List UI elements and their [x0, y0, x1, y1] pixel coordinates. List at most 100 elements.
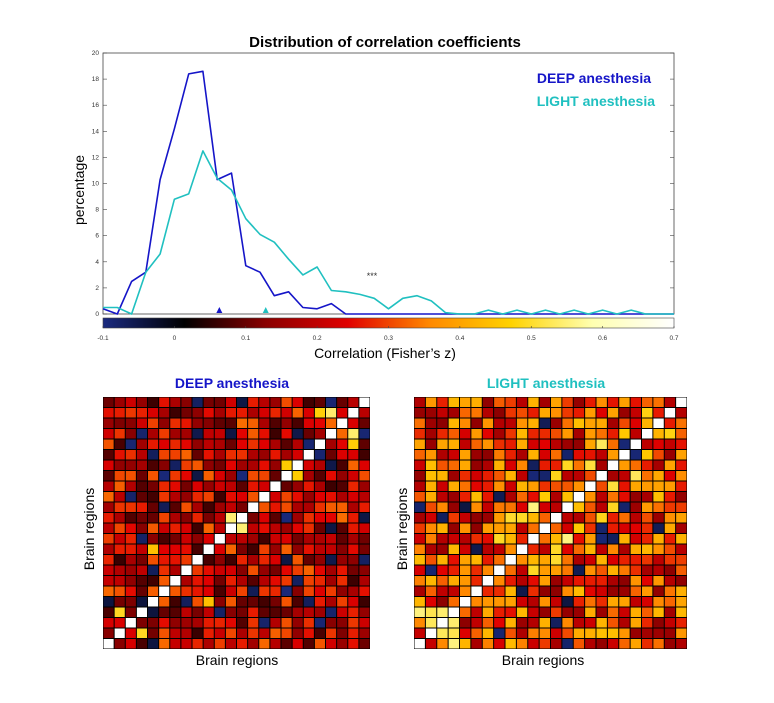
heatmap-cell	[114, 513, 125, 523]
heatmap-cell	[237, 628, 248, 638]
heatmap-cell	[314, 534, 326, 544]
heatmap-cell	[203, 565, 214, 575]
heatmap-cell	[125, 639, 136, 649]
heatmap-cell	[136, 639, 148, 649]
heatmap-cell	[664, 418, 676, 428]
heatmap-cell	[114, 576, 125, 586]
heatmap-cell	[337, 481, 348, 491]
heatmap-cell	[505, 597, 516, 607]
heatmap-cell	[170, 565, 181, 575]
heatmap-cell	[630, 639, 642, 649]
heatmap-cell	[214, 565, 225, 575]
heatmap-cell	[573, 576, 585, 586]
heatmap-diagonal-cell	[136, 607, 148, 617]
heatmap-cell	[114, 502, 125, 512]
heatmap-cell	[248, 628, 259, 638]
heatmap-cell	[676, 555, 687, 565]
heatmap-cell	[562, 597, 573, 607]
heatmap-cell	[270, 439, 281, 449]
heatmap-cell	[114, 534, 125, 544]
heatmap-cell	[103, 397, 114, 407]
heatmap-cell	[528, 408, 539, 418]
heatmap-cell	[630, 471, 642, 481]
heatmap-cell	[114, 586, 125, 596]
heatmap-cell	[181, 450, 192, 460]
heatmap-cell	[292, 534, 303, 544]
heatmap-cell	[539, 408, 551, 418]
heatmap-cell	[505, 481, 516, 491]
heatmap-cell	[326, 544, 337, 554]
heatmap-cell	[259, 607, 270, 617]
heatmap-cell	[292, 639, 303, 649]
heatmap-cell	[170, 502, 181, 512]
heatmap-cell	[664, 523, 676, 533]
heatmap-cell	[482, 408, 494, 418]
heatmap-cell	[359, 544, 370, 554]
heatmap-cell	[425, 502, 437, 512]
heatmap-cell	[585, 555, 596, 565]
heatmap-cell	[505, 460, 516, 470]
heatmap-cell	[482, 586, 494, 596]
heatmap-cell	[136, 429, 148, 439]
heatmap-cell	[630, 481, 642, 491]
heatmap-cell	[471, 450, 482, 460]
heatmap-cell	[114, 544, 125, 554]
heatmap-cell	[359, 502, 370, 512]
heatmap-cell	[676, 628, 687, 638]
heatmap-cell	[292, 418, 303, 428]
heatmap-cell	[471, 397, 482, 407]
heatmap-cell	[203, 586, 214, 596]
heatmap-cell	[248, 471, 259, 481]
heatmap-cell	[348, 513, 359, 523]
heatmap-cell	[148, 607, 159, 617]
heatmap-cell	[414, 460, 425, 470]
heatmap-cell	[642, 513, 653, 523]
heatmap-cell	[214, 544, 225, 554]
heatmap-cell	[516, 618, 528, 628]
heatmap-cell	[148, 628, 159, 638]
heatmap-cell	[482, 607, 494, 617]
heatmap-cell	[214, 502, 225, 512]
heatmap-cell	[460, 502, 471, 512]
heatmap-cell	[248, 618, 259, 628]
heatmap-cell	[516, 408, 528, 418]
heatmap-cell	[326, 555, 337, 565]
heatmap-cell	[337, 565, 348, 575]
heatmap-cell	[676, 565, 687, 575]
heatmap-cell	[596, 450, 607, 460]
heatmap-cell	[528, 607, 539, 617]
heatmap-cell	[482, 471, 494, 481]
heatmap-cell	[562, 586, 573, 596]
heatmap-diagonal-cell	[562, 502, 573, 512]
heatmap-cell	[630, 460, 642, 470]
heatmap-cell	[630, 492, 642, 502]
heatmap-cell	[337, 628, 348, 638]
heatmap-cell	[414, 534, 425, 544]
heatmap-cell	[676, 607, 687, 617]
heatmap-cell	[425, 544, 437, 554]
heatmap-cell	[573, 628, 585, 638]
heatmap-cell	[103, 418, 114, 428]
heatmap-cell	[281, 492, 292, 502]
heatmap-cell	[664, 576, 676, 586]
heatmap-cell	[562, 450, 573, 460]
heatmap-cell	[551, 502, 562, 512]
heatmap-cell	[551, 639, 562, 649]
heatmap-cell	[348, 460, 359, 470]
heatmap-cell	[348, 439, 359, 449]
heatmap-cell	[630, 408, 642, 418]
heatmap-cell	[562, 513, 573, 523]
heatmap-cell	[437, 460, 448, 470]
heatmap-cell	[203, 628, 214, 638]
heatmap-cell	[505, 523, 516, 533]
heatmap-cell	[505, 544, 516, 554]
heatmap-cell	[326, 576, 337, 586]
heatmap-cell	[181, 492, 192, 502]
heatmap-cell	[248, 429, 259, 439]
heatmap-cell	[170, 628, 181, 638]
heatmap-cell	[482, 439, 494, 449]
heatmap-cell	[585, 513, 596, 523]
heatmap-cell	[281, 502, 292, 512]
heatmap-cell	[237, 450, 248, 460]
heatmap-cell	[596, 555, 607, 565]
